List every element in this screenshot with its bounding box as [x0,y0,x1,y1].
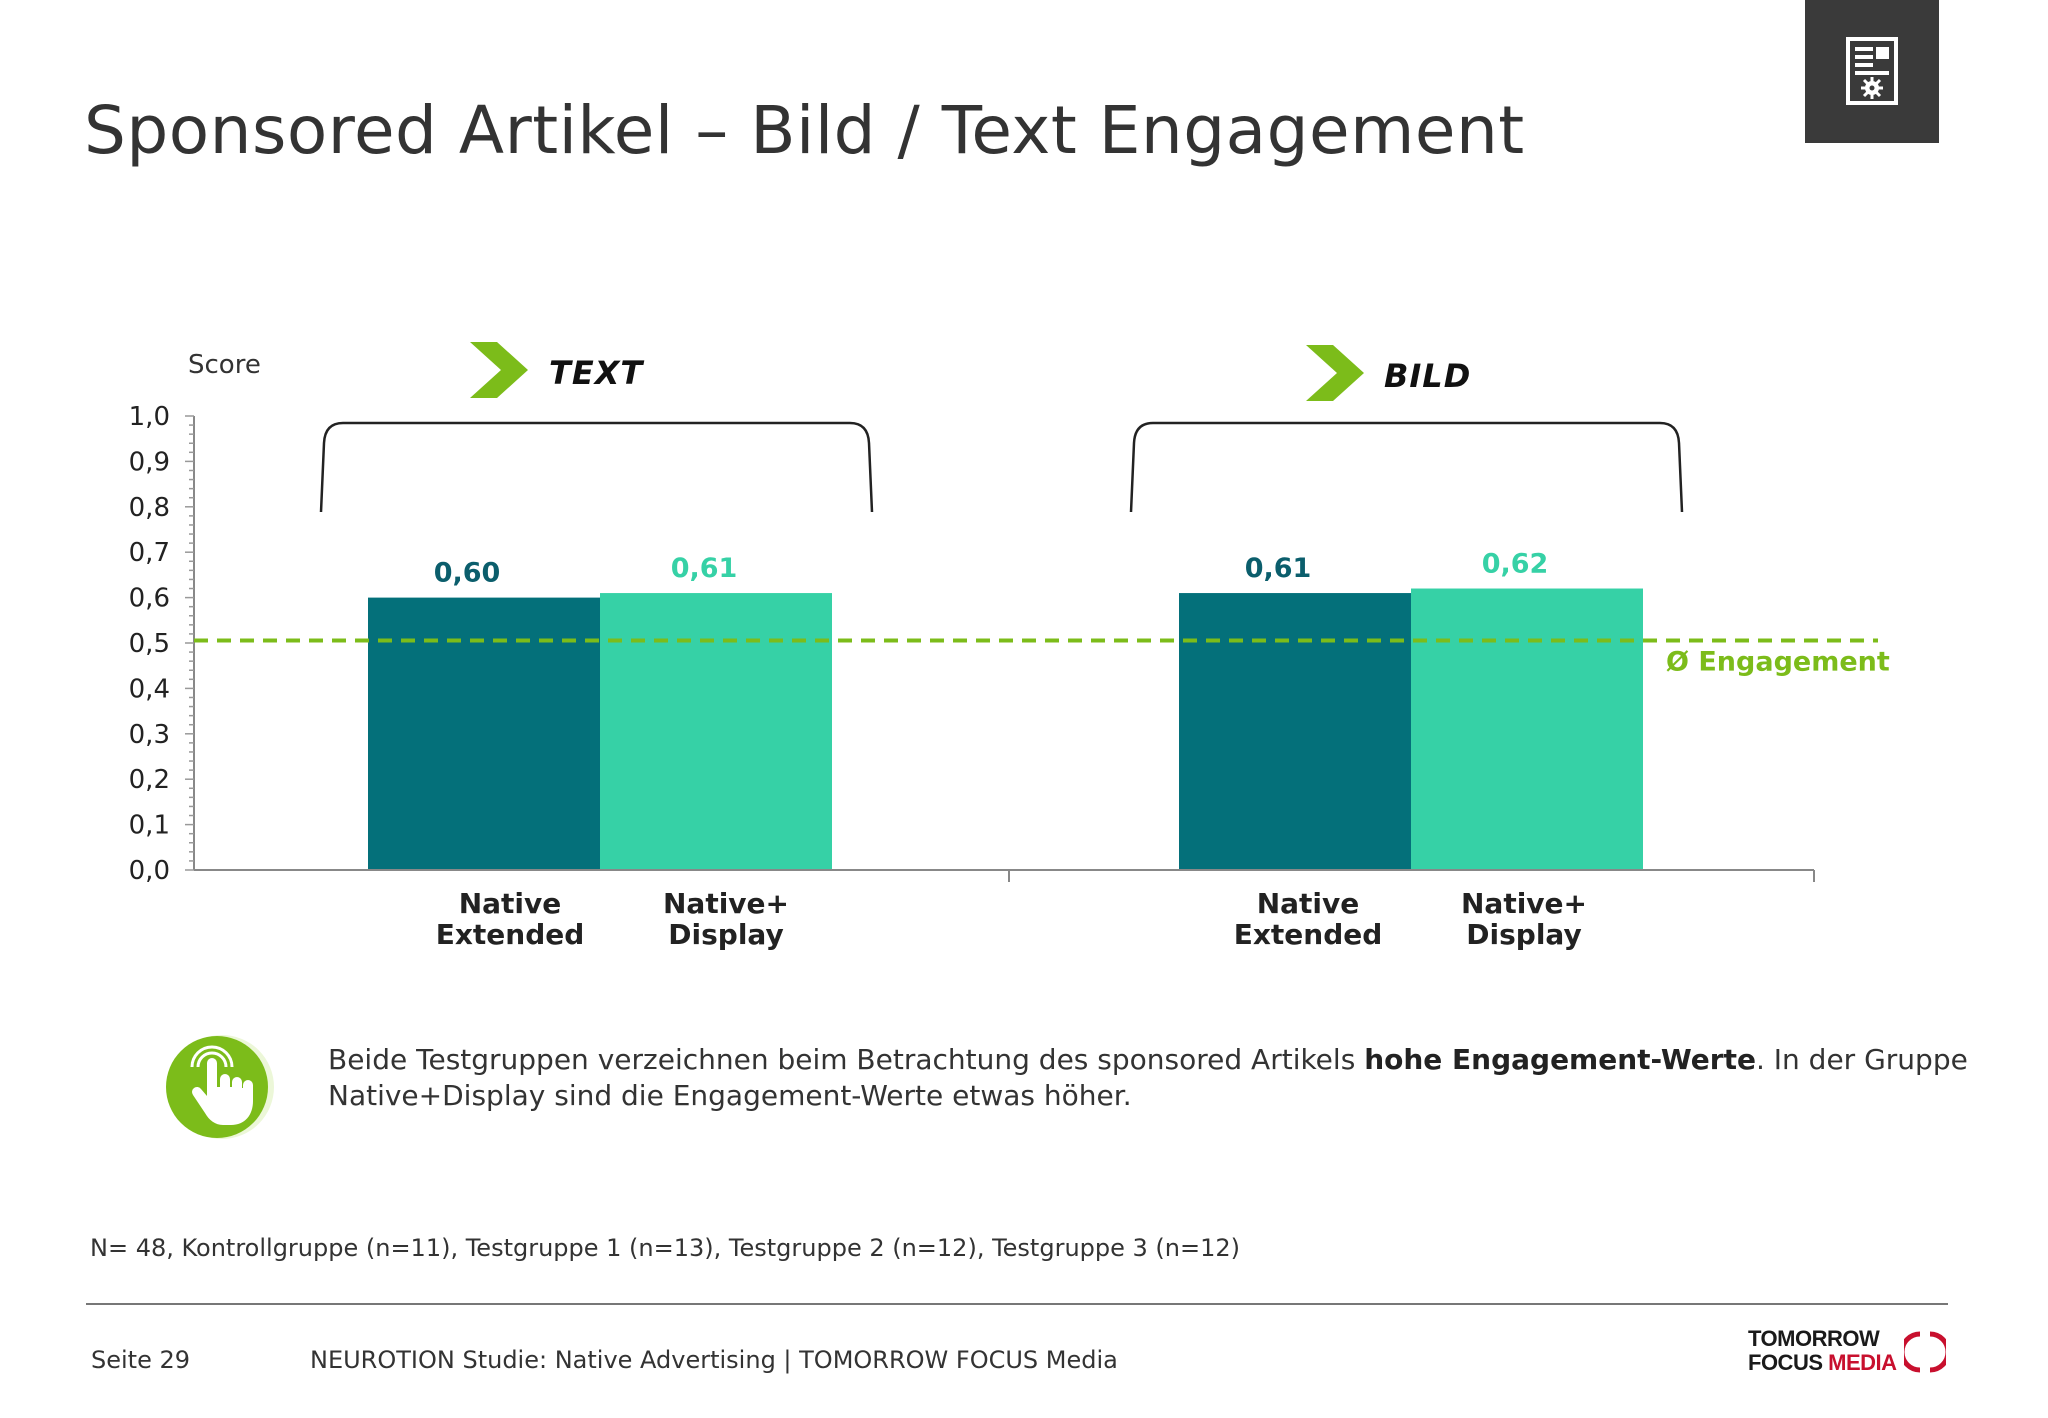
data-label: 0,61 [1245,553,1312,584]
group-label-text: TEXT [549,354,644,392]
engagement-reference-label: Ø Engagement [1666,646,1890,677]
x-label-text-native-extended: Native Extended [435,887,585,951]
y-tick-label: 0,1 [129,811,170,841]
group-bracket-bild [1129,421,1684,513]
bar-text-native-extended [368,597,600,870]
logo-ring-icon [1904,1331,1946,1373]
chevron-right-icon [470,342,528,398]
x-label-bild-native-extended: Native Extended [1233,887,1383,951]
group-bracket-text [319,421,874,513]
data-label: 0,61 [671,553,738,584]
y-tick-label: 0,6 [129,584,170,614]
y-tick-label: 0,4 [129,674,170,704]
y-tick-label: 0,5 [129,629,170,659]
insight-text-part2: . In der Gruppe Native+Display sind die … [328,1043,1968,1112]
slide-title: Sponsored Artikel – Bild / Text Engageme… [84,92,1525,169]
y-tick-label: 0,3 [129,720,170,750]
footer-divider [86,1303,1948,1305]
y-tick-label: 0,0 [129,856,170,886]
y-tick-label: 1,0 [129,402,170,432]
x-label-text-native-display: Native+ Display [662,887,789,951]
insight-text-bold: hohe Engagement-Werte [1364,1043,1756,1076]
insight-text-part1: Beide Testgruppen verzeichnen beim Betra… [328,1043,1365,1076]
x-label-bild-native-display: Native+ Display [1460,887,1587,951]
y-tick-label: 0,8 [129,493,170,523]
data-label: 0,60 [434,558,501,589]
insight-text: Beide Testgruppen verzeichnen beim Betra… [328,1042,1968,1114]
y-tick-label: 0,9 [129,447,170,477]
y-tick-label: 0,7 [129,538,170,568]
y-tick-label: 0,2 [129,765,170,795]
document-settings-icon [1846,37,1898,105]
bar-text-native-display [600,593,832,870]
tomorrow-focus-media-logo: TOMORROW FOCUS MEDIA [1748,1326,1948,1376]
data-label: 0,62 [1482,549,1549,580]
document-settings-button[interactable] [1805,0,1939,143]
footer-source: NEUROTION Studie: Native Advertising | T… [310,1346,1118,1374]
y-axis-title: Score [188,350,261,380]
page-number: Seite 29 [91,1346,191,1374]
bar-chart: 0,0 0,1 0,2 0,3 0,4 0,5 0,6 0,7 0,8 0,9 1,0 0,60 0,6… [129,342,1890,886]
chevron-right-icon [1306,345,1364,401]
hand-pointer-icon [166,1035,274,1139]
group-label-bild: BILD [1384,357,1472,395]
bar-bild-native-extended [1179,593,1411,870]
bar-bild-native-display [1411,588,1643,870]
sample-footnote: N= 48, Kontrollgruppe (n=11), Testgruppe… [90,1234,1240,1262]
